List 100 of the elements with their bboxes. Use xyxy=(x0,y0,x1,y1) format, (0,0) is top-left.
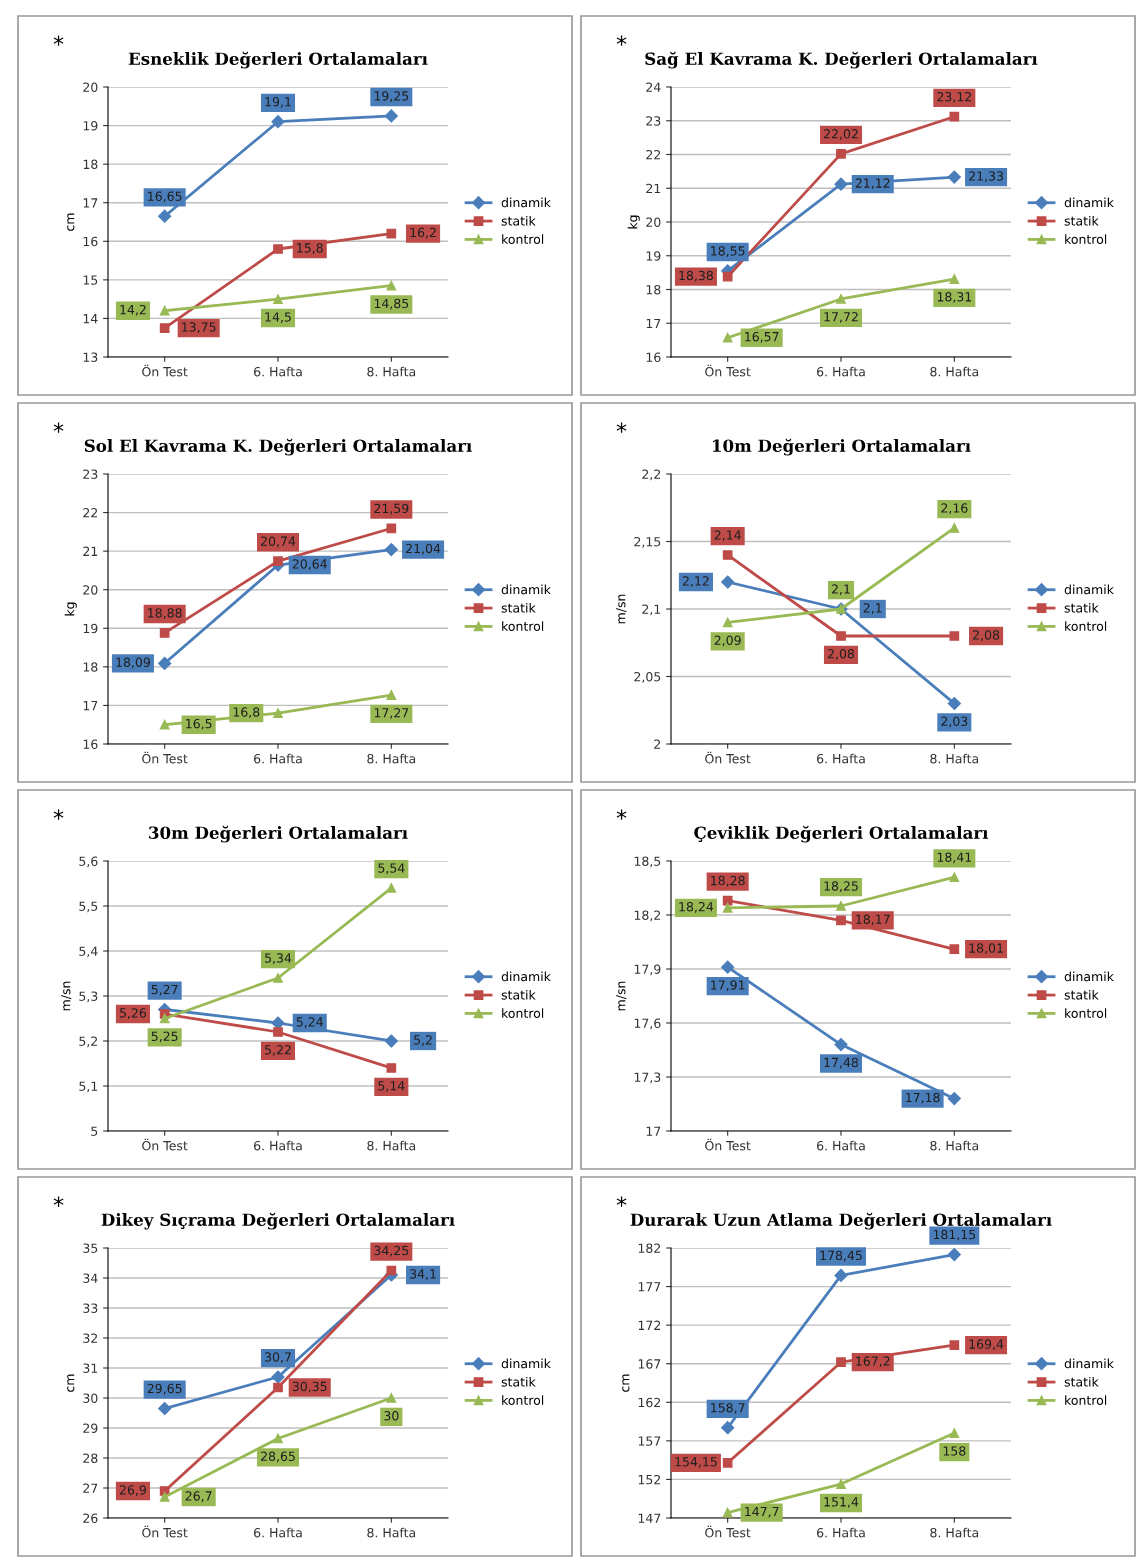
y-tick-label: 19 xyxy=(83,121,98,131)
y-axis-title: kg xyxy=(627,215,640,229)
data-label: 26,9 xyxy=(119,1485,146,1496)
y-tick-label: 17 xyxy=(83,198,98,208)
data-label: 158,7 xyxy=(711,1403,745,1414)
y-tick-label: 33 xyxy=(83,1303,98,1313)
x-tick-label: 8. Hafta xyxy=(930,1527,979,1538)
legend-label: statik xyxy=(1064,602,1099,613)
x-tick-label: 6. Hafta xyxy=(817,1527,865,1538)
y-tick-label: 17 xyxy=(646,318,661,328)
x-tick-label: Ön Test xyxy=(142,364,188,377)
y-axis-title: cm xyxy=(67,213,75,231)
y-tick-label: 2,05 xyxy=(634,671,661,683)
y-tick-label: 152 xyxy=(638,1474,661,1485)
y-tick-label: 162 xyxy=(638,1397,661,1408)
y-tick-label: 5,3 xyxy=(79,991,98,1003)
data-label: 13,75 xyxy=(182,322,216,333)
text: * xyxy=(53,35,64,46)
data-label: 21,04 xyxy=(406,543,441,555)
legend-label: kontrol xyxy=(502,1395,544,1405)
data-label: 158 xyxy=(943,1446,966,1456)
data-label: 5,27 xyxy=(151,984,178,996)
data-label: 5,25 xyxy=(151,1031,178,1043)
data-label: 15,8 xyxy=(297,243,323,254)
x-tick-label: 6. Hafta xyxy=(254,1527,302,1538)
data-label: 17,18 xyxy=(906,1092,940,1104)
legend-label: dinamik xyxy=(501,197,551,208)
text: * xyxy=(53,422,64,433)
legend-label: dinamik xyxy=(501,971,551,982)
data-label: 2,09 xyxy=(714,635,741,647)
x-tick-label: Ön Test xyxy=(705,751,751,764)
legend-label: statik xyxy=(1064,1376,1099,1387)
y-tick-label: 20 xyxy=(83,585,98,595)
x-tick-label: 6. Hafta xyxy=(254,366,302,377)
y-tick-label: 17,6 xyxy=(634,1018,661,1030)
legend-label: dinamik xyxy=(501,584,551,595)
x-tick-label: 8. Hafta xyxy=(930,753,979,764)
chart-title: Sağ El Kavrama K. Değerleri Ortalamaları xyxy=(645,51,1038,69)
y-tick-label: 182 xyxy=(638,1243,661,1253)
y-tick-label: 19 xyxy=(83,623,98,634)
data-label: 169,4 xyxy=(969,1339,1004,1351)
data-label: 18,41 xyxy=(937,852,972,864)
y-tick-label: 28 xyxy=(83,1453,98,1463)
y-tick-label: 13 xyxy=(83,352,98,362)
data-label: 17,48 xyxy=(824,1057,859,1069)
y-tick-label: 18 xyxy=(646,284,661,295)
y-tick-label: 14 xyxy=(83,314,98,324)
y-tick-label: 16 xyxy=(83,236,98,247)
data-label: 2,03 xyxy=(941,716,968,728)
data-label: 30,7 xyxy=(265,1352,291,1363)
data-label: 19,25 xyxy=(374,91,409,102)
y-tick-label: 2,15 xyxy=(634,536,661,548)
data-label: 18,38 xyxy=(679,270,713,282)
y-tick-label: 20 xyxy=(83,82,98,92)
legend-label: kontrol xyxy=(1065,1395,1107,1405)
y-tick-label: 167 xyxy=(638,1359,661,1369)
y-tick-label: 30 xyxy=(83,1393,98,1403)
legend-label: dinamik xyxy=(1064,197,1114,208)
legend-label: kontrol xyxy=(1065,1008,1107,1018)
data-label: 5,54 xyxy=(378,863,405,874)
y-tick-label: 18 xyxy=(83,662,98,672)
data-label: 18,25 xyxy=(824,881,858,892)
y-tick-label: 177 xyxy=(638,1282,661,1292)
x-tick-label: 6. Hafta xyxy=(254,1140,302,1151)
y-tick-label: 172 xyxy=(638,1320,661,1330)
y-tick-label: 24 xyxy=(646,82,661,92)
data-label: 5,26 xyxy=(119,1008,147,1019)
chart-title: 10m Değerleri Ortalamaları xyxy=(712,438,971,456)
x-tick-label: 8. Hafta xyxy=(367,366,416,377)
data-label: 2,12 xyxy=(682,576,709,587)
legend-label: statik xyxy=(501,602,536,613)
y-tick-label: 17 xyxy=(83,701,98,711)
chart-title: Durarak Uzun Atlama Değerleri Ortalamaları xyxy=(630,1212,1052,1230)
y-tick-label: 18,5 xyxy=(634,856,661,868)
text: * xyxy=(616,809,627,820)
y-axis-title: cm xyxy=(67,1374,75,1392)
y-tick-label: 29 xyxy=(83,1423,98,1433)
chart-title: Esneklik Değerleri Ortalamaları xyxy=(128,51,428,69)
data-label: 151,4 xyxy=(824,1497,859,1508)
data-label: 154,15 xyxy=(675,1457,717,1468)
x-tick-label: Ön Test xyxy=(705,1525,751,1538)
data-label: 18,17 xyxy=(856,914,890,926)
y-tick-label: 5,1 xyxy=(79,1081,98,1093)
data-label: 16,5 xyxy=(186,718,212,730)
data-label: 18,31 xyxy=(937,292,972,303)
y-tick-label: 2,1 xyxy=(642,604,661,616)
legend-label: dinamik xyxy=(1064,1358,1114,1369)
y-tick-label: 21 xyxy=(646,183,661,193)
y-tick-label: 35 xyxy=(83,1243,98,1253)
data-label: 21,12 xyxy=(855,178,890,190)
x-tick-label: Ön Test xyxy=(142,1525,188,1538)
y-axis-title: m/sn xyxy=(616,594,627,624)
data-label: 2,08 xyxy=(973,630,1000,641)
data-label: 29,65 xyxy=(147,1383,182,1395)
y-tick-label: 17,9 xyxy=(634,964,661,976)
data-label: 5,22 xyxy=(265,1045,291,1056)
y-tick-label: 157 xyxy=(638,1436,661,1446)
data-label: 34,1 xyxy=(410,1269,436,1280)
data-label: 20,64 xyxy=(292,559,327,570)
data-label: 5,2 xyxy=(414,1035,432,1046)
